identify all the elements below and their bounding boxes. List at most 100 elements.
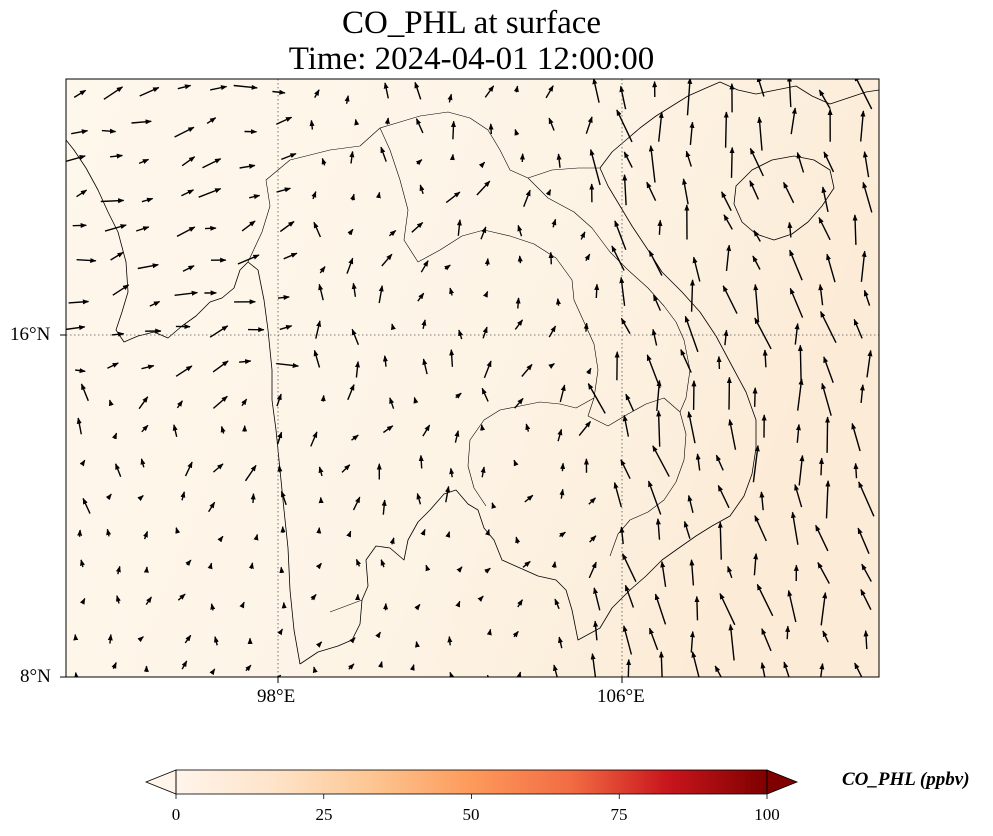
wind-arrow (341, 464, 351, 473)
wind-arrow (380, 559, 386, 568)
wind-arrow (351, 328, 360, 346)
wind-arrow (420, 260, 429, 273)
wind-arrow (311, 191, 317, 200)
wind-arrow (250, 493, 256, 503)
wind-arrow (795, 423, 801, 443)
wind-arrow (111, 331, 125, 337)
wind-arrow (626, 658, 632, 677)
wind-arrow (560, 462, 566, 472)
wind-arrow (514, 397, 524, 409)
wind-arrow (522, 560, 531, 568)
wind-arrow (348, 663, 355, 670)
wind-arrow (692, 256, 701, 282)
coastline-tonkin (599, 81, 879, 169)
wind-arrow (551, 218, 557, 228)
wind-arrow (854, 662, 863, 677)
wind-arrow (715, 454, 724, 471)
wind-arrow (790, 511, 799, 545)
wind-arrow (486, 674, 492, 677)
wind-arrow (447, 635, 453, 646)
wind-arrow (862, 151, 870, 178)
wind-arrow (176, 226, 196, 238)
wind-arrow (486, 628, 492, 636)
wind-arrow (344, 95, 350, 104)
wind-arrow (204, 225, 217, 231)
wind-arrow (592, 79, 600, 103)
wind-arrow (754, 317, 772, 350)
wind-arrow (233, 84, 258, 90)
wind-arrow (415, 159, 423, 166)
wind-arrow (149, 300, 161, 307)
wind-arrow (826, 253, 836, 283)
wind-arrow (818, 457, 824, 476)
wind-arrow (587, 383, 606, 414)
wind-arrow (283, 252, 298, 260)
wind-arrow (104, 224, 127, 232)
wind-arrow (244, 464, 257, 482)
wind-arrow (614, 220, 627, 250)
wind-arrow (863, 289, 871, 306)
wind-arrow (417, 292, 425, 302)
wind-arrow (655, 518, 661, 540)
wind-arrow (135, 226, 150, 232)
wind-arrow (611, 245, 625, 271)
wind-arrow (719, 592, 736, 626)
wind-arrow (115, 595, 121, 604)
wind-arrow (279, 220, 295, 233)
wind-arrow (559, 488, 565, 499)
wind-arrow (111, 432, 118, 440)
wind-arrow (762, 349, 768, 368)
wind-arrow (209, 668, 216, 676)
wind-arrow (181, 189, 195, 197)
wind-arrow (313, 349, 321, 368)
wind-arrow (175, 365, 193, 377)
wind-arrow (860, 110, 866, 142)
x-tick-98e: 98°E (257, 686, 296, 707)
wind-arrow (589, 535, 597, 543)
wind-arrow (622, 414, 630, 437)
wind-arrow (66, 325, 86, 331)
wind-arrow (660, 560, 667, 587)
wind-arrow (823, 356, 834, 383)
wind-arrow (583, 322, 589, 332)
wind-arrow (249, 194, 261, 200)
wind-arrow (140, 458, 146, 468)
wind-arrow (454, 430, 460, 443)
wind-arrow (619, 526, 625, 544)
wind-arrow (858, 481, 875, 517)
wind-arrow (375, 191, 381, 199)
wind-arrow (476, 180, 491, 196)
wind-arrow (206, 117, 217, 124)
wind-arrow (720, 191, 732, 212)
wind-arrow (68, 299, 90, 305)
wind-arrow (445, 531, 451, 538)
wind-arrow (445, 191, 461, 204)
wind-arrow (349, 150, 355, 164)
wind-arrow (512, 630, 519, 638)
wind-arrow (420, 528, 426, 536)
wind-arrow (388, 229, 397, 237)
wind-arrow (753, 552, 759, 576)
wind-arrow (138, 396, 149, 410)
wind-arrow (694, 595, 700, 621)
wind-arrow (622, 625, 633, 655)
wind-arrow (315, 562, 322, 570)
wind-arrow (141, 197, 154, 203)
wind-arrow (177, 84, 192, 90)
wind-arrow (114, 463, 122, 478)
wind-arrow (425, 564, 431, 572)
wind-arrow (752, 387, 758, 407)
wind-arrow (821, 382, 832, 416)
wind-arrow (110, 251, 124, 261)
wind-arrow (184, 461, 193, 477)
wind-arrow (378, 285, 384, 304)
wind-arrow (689, 630, 695, 653)
wind-arrow (483, 360, 492, 379)
wind-arrow (456, 219, 462, 236)
wind-arrow (588, 497, 596, 505)
wind-arrow (482, 326, 488, 339)
wind-arrow (516, 671, 522, 677)
wind-arrow (480, 424, 486, 431)
wind-arrow (820, 591, 828, 626)
wind-arrow (819, 311, 837, 344)
